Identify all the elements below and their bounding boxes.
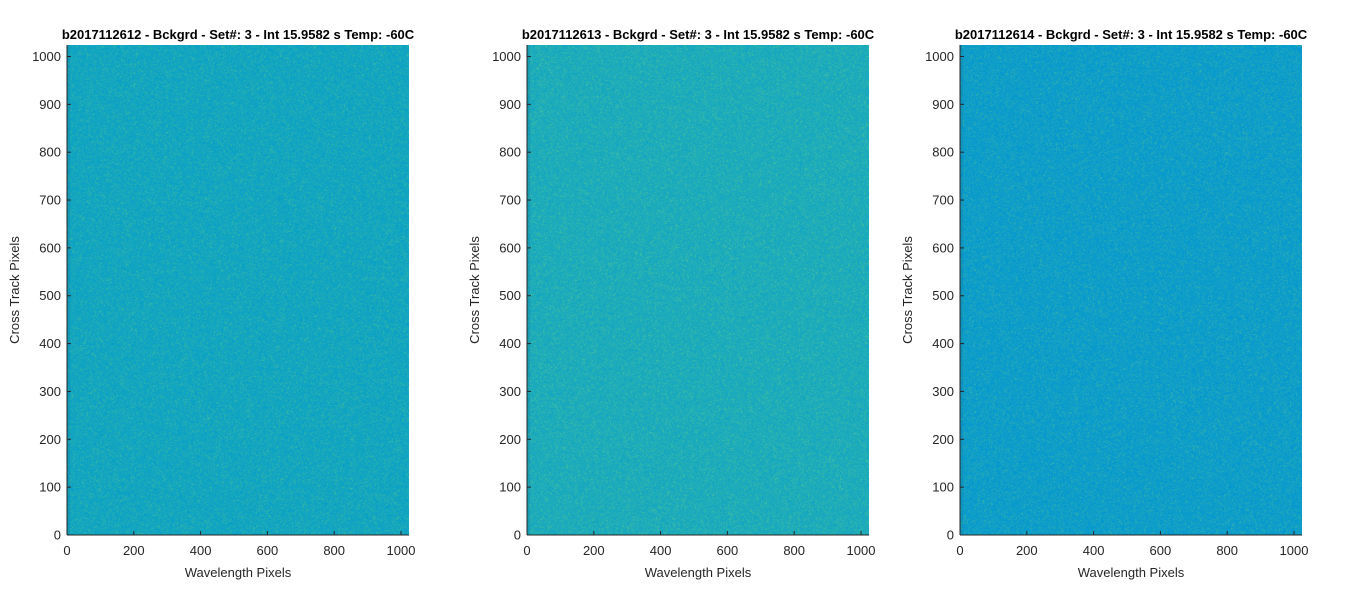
y-tick-label: 1000 [492, 49, 521, 64]
y-tick-label: 0 [514, 528, 521, 543]
x-tick-label: 1000 [1280, 543, 1309, 558]
x-tick-label: 200 [123, 543, 145, 558]
y-tick-label: 800 [499, 145, 521, 160]
y-tick-label: 900 [499, 97, 521, 112]
chart-1: 0 200 400 600 800 1000 0 100 200 300 400 500 600 700 8… [7, 27, 416, 580]
panel-1: 0 200 400 600 800 1000 0 100 200 300 400 500 600 700 8… [0, 0, 450, 600]
x-axis-label: Wavelength Pixels [185, 565, 292, 580]
heatmap-image [527, 45, 869, 535]
y-tick-label: 1000 [32, 49, 61, 64]
y-tick-label: 200 [932, 432, 954, 447]
x-tick-label: 600 [257, 543, 279, 558]
y-tick-label: 0 [947, 528, 954, 543]
heatmap-image [960, 45, 1302, 535]
y-tick-label: 100 [932, 480, 954, 495]
y-tick-label: 500 [932, 288, 954, 303]
x-tick-label: 1000 [387, 543, 416, 558]
chart-title: b2017112612 - Bckgrd - Set#: 3 - Int 15.… [62, 27, 415, 42]
x-tick-label: 400 [190, 543, 212, 558]
y-tick-label: 800 [39, 145, 61, 160]
x-tick-label: 0 [63, 543, 70, 558]
x-tick-label: 400 [1083, 543, 1105, 558]
y-tick-label: 300 [499, 384, 521, 399]
y-tick-label: 0 [54, 528, 61, 543]
x-tick-label: 200 [583, 543, 605, 558]
y-tick-label: 100 [499, 480, 521, 495]
y-tick-label: 600 [39, 240, 61, 255]
x-tick-label: 0 [956, 543, 963, 558]
y-tick-label: 400 [932, 336, 954, 351]
y-tick-label: 400 [499, 336, 521, 351]
y-tick-label: 900 [932, 97, 954, 112]
chart-3: 0 200 400 600 800 1000 0 100 200 300 400 500 600 700 8… [900, 27, 1309, 580]
y-tick-label: 200 [39, 432, 61, 447]
y-tick-label: 300 [39, 384, 61, 399]
x-tick-label: 600 [1150, 543, 1172, 558]
panel-2: 0 200 400 600 800 1000 0 100 200 300 400 500 600 700 8… [460, 0, 910, 600]
y-tick-label: 500 [499, 288, 521, 303]
y-tick-label: 500 [39, 288, 61, 303]
y-axis-label: Cross Track Pixels [467, 236, 482, 344]
y-tick-label: 400 [39, 336, 61, 351]
x-tick-label: 600 [717, 543, 739, 558]
panel-3: 0 200 400 600 800 1000 0 100 200 300 400 500 600 700 8… [893, 0, 1343, 600]
y-tick-label: 300 [932, 384, 954, 399]
heatmap-image [67, 45, 409, 535]
y-axis-label: Cross Track Pixels [7, 236, 22, 344]
chart-2: 0 200 400 600 800 1000 0 100 200 300 400 500 600 700 8… [467, 27, 876, 580]
y-axis-label: Cross Track Pixels [900, 236, 915, 344]
chart-title: b2017112613 - Bckgrd - Set#: 3 - Int 15.… [522, 27, 875, 42]
y-tick-label: 900 [39, 97, 61, 112]
x-tick-label: 0 [523, 543, 530, 558]
x-axis-label: Wavelength Pixels [1078, 565, 1185, 580]
x-tick-label: 400 [650, 543, 672, 558]
y-tick-label: 200 [499, 432, 521, 447]
x-tick-label: 800 [1216, 543, 1238, 558]
y-tick-label: 700 [39, 193, 61, 208]
x-tick-label: 800 [323, 543, 345, 558]
x-tick-label: 200 [1016, 543, 1038, 558]
x-axis-label: Wavelength Pixels [645, 565, 752, 580]
y-tick-label: 700 [499, 193, 521, 208]
y-tick-label: 1000 [925, 49, 954, 64]
y-tick-label: 700 [932, 193, 954, 208]
y-tick-label: 800 [932, 145, 954, 160]
y-tick-label: 100 [39, 480, 61, 495]
x-tick-label: 1000 [847, 543, 876, 558]
chart-title: b2017112614 - Bckgrd - Set#: 3 - Int 15.… [955, 27, 1308, 42]
y-tick-label: 600 [932, 240, 954, 255]
x-tick-label: 800 [783, 543, 805, 558]
y-tick-label: 600 [499, 240, 521, 255]
